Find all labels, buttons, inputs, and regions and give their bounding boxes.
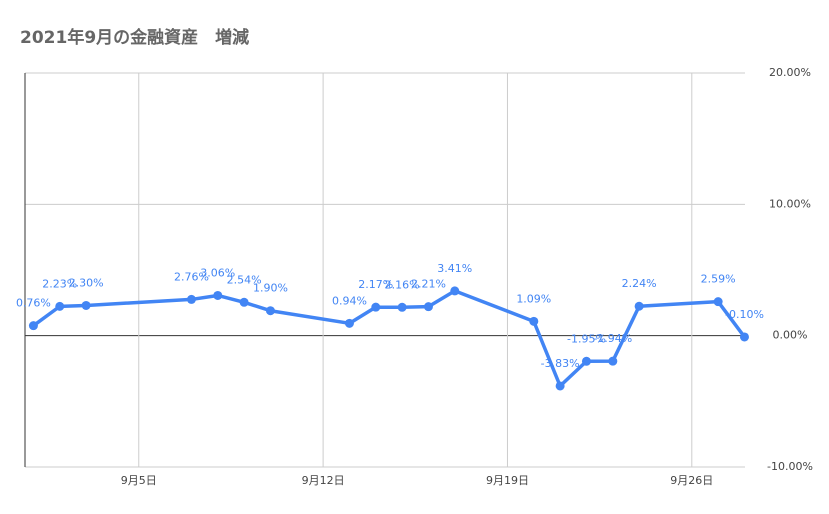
y-tick-label: 20.00% <box>769 66 811 79</box>
value-label: 0.76% <box>16 297 51 310</box>
point <box>608 356 618 366</box>
y-tick-label: 0.00% <box>773 329 808 342</box>
value-label: 2.76% <box>174 270 209 283</box>
point <box>55 301 65 311</box>
point <box>397 302 407 312</box>
point <box>371 302 381 312</box>
value-label: -1.95% <box>567 332 606 345</box>
value-label: 1.90% <box>253 282 288 295</box>
value-label: 2.23% <box>42 277 77 290</box>
point <box>81 300 91 310</box>
point <box>713 297 723 307</box>
chart-title: 2021年9月の金融資産 増減 <box>20 27 249 48</box>
value-label: 0.94% <box>332 294 367 307</box>
value-label: 3.06% <box>200 266 235 279</box>
value-label: 2.16% <box>385 278 420 291</box>
point <box>423 302 433 312</box>
point <box>186 294 196 304</box>
value-label: 2.21% <box>411 278 446 291</box>
value-label: 2.30% <box>69 276 104 289</box>
x-tick-label: 9月26日 <box>670 474 713 487</box>
point <box>634 301 644 311</box>
point <box>265 306 275 316</box>
point <box>28 321 38 331</box>
value-label: 2.59% <box>701 273 736 286</box>
value-label: 2.17% <box>358 278 393 291</box>
x-tick-label: 9月19日 <box>486 474 529 487</box>
y-tick-label: -10.00% <box>767 460 813 473</box>
point <box>213 290 223 300</box>
point <box>529 316 539 326</box>
x-tick-label: 9月12日 <box>302 474 345 487</box>
value-label: 2.54% <box>227 273 262 286</box>
value-label: 3.41% <box>437 262 472 275</box>
point <box>450 286 460 296</box>
point <box>739 332 749 342</box>
value-label: -0.10% <box>725 308 764 321</box>
y-tick-label: 10.00% <box>769 197 811 210</box>
value-label: -1.94% <box>593 332 632 345</box>
point <box>239 297 249 307</box>
point <box>344 318 354 328</box>
x-tick-label: 9月5日 <box>121 474 157 487</box>
value-label: 1.09% <box>516 292 551 305</box>
point <box>581 356 591 366</box>
point <box>555 381 565 391</box>
value-label: -3.83% <box>541 357 580 370</box>
value-label: 2.24% <box>622 277 657 290</box>
